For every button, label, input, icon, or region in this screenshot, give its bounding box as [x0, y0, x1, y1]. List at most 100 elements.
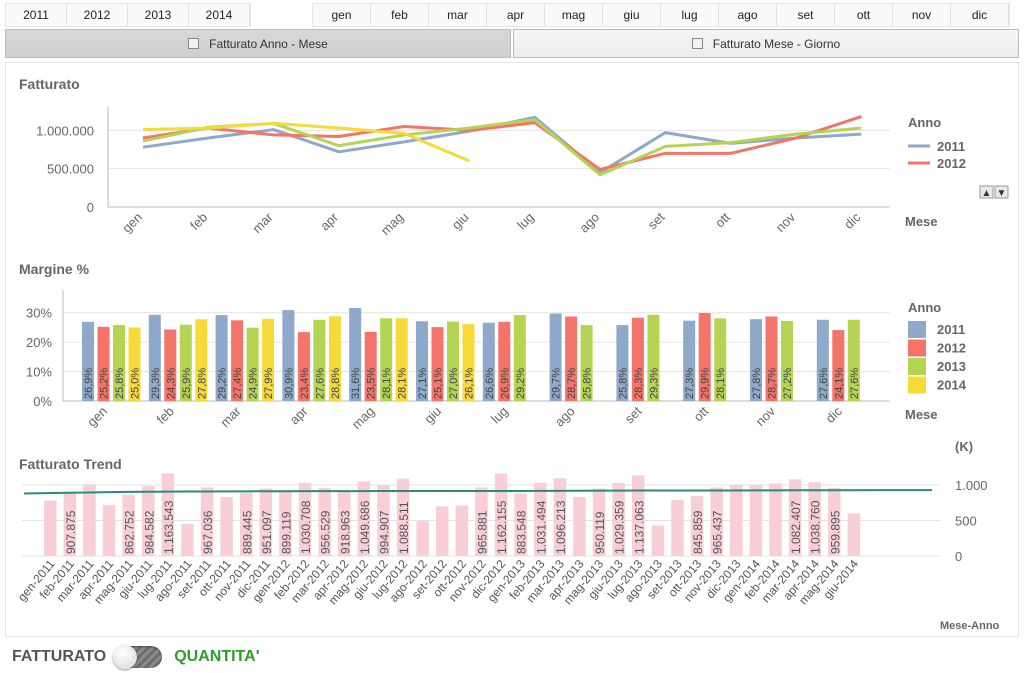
- series-line-2014[interactable]: [142, 121, 471, 163]
- bar-2011-set[interactable]: [616, 325, 629, 401]
- bar-2012-apr[interactable]: [297, 332, 310, 401]
- trend-bar-mar-2014[interactable]: [788, 479, 802, 556]
- measure-toggle-switch[interactable]: [113, 645, 163, 669]
- month-filter-apr[interactable]: apr: [487, 4, 545, 26]
- bar-2014-gen[interactable]: [128, 327, 141, 401]
- month-filter-ago[interactable]: ago: [719, 4, 777, 26]
- trend-bar-feb-2014[interactable]: [769, 483, 782, 556]
- tab-fatturato-mese-giorno[interactable]: Fatturato Mese - Giorno: [513, 29, 1019, 58]
- trend-bar-mag-2013[interactable]: [592, 488, 606, 556]
- legend-scroll-up-button[interactable]: ▲: [979, 185, 994, 199]
- trend-bar-gen-2011[interactable]: [44, 500, 57, 556]
- trend-bar-nov-2013[interactable]: [710, 487, 723, 556]
- bar-2011-ago[interactable]: [549, 313, 562, 401]
- trend-bar-giu-2011[interactable]: [142, 486, 155, 556]
- trend-bar-mag-2014[interactable]: [828, 487, 841, 556]
- bar-2012-dic[interactable]: [832, 330, 845, 401]
- trend-bar-ago-2011[interactable]: [181, 524, 194, 556]
- trend-bar-set-2013[interactable]: [671, 499, 684, 556]
- trend-bar-gen-2012[interactable]: [279, 492, 292, 556]
- trend-bar-giu-2013[interactable]: [612, 482, 625, 556]
- trend-line[interactable]: [23, 489, 933, 495]
- trend-bar-ott-2011[interactable]: [220, 497, 233, 556]
- trend-bar-apr-2012[interactable]: [338, 490, 351, 556]
- bar-2013-dic[interactable]: [847, 319, 860, 401]
- trend-bar-nov-2011[interactable]: [240, 492, 253, 556]
- bar-2013-set[interactable]: [647, 314, 660, 401]
- bar-2012-set[interactable]: [631, 317, 644, 401]
- bar-2012-feb[interactable]: [164, 329, 177, 401]
- bar-2011-feb[interactable]: [148, 314, 161, 401]
- year-filter-2011[interactable]: 2011: [6, 4, 67, 26]
- bar-2013-feb[interactable]: [179, 324, 192, 401]
- month-filter-gen[interactable]: gen: [313, 4, 371, 26]
- month-filter-mag[interactable]: mag: [545, 4, 603, 26]
- trend-bar-dic-2011[interactable]: [259, 488, 273, 556]
- bar-2013-gen[interactable]: [113, 325, 125, 401]
- bar-2013-mag[interactable]: [380, 318, 393, 401]
- trend-bar-ott-2012[interactable]: [455, 505, 469, 556]
- trend-bar-apr-2011[interactable]: [102, 504, 116, 556]
- trend-bar-ago-2013[interactable]: [651, 525, 665, 556]
- year-filter-2014[interactable]: 2014: [189, 4, 250, 26]
- trend-bar-nov-2012[interactable]: [475, 487, 488, 556]
- trend-bar-set-2011[interactable]: [200, 487, 214, 556]
- bar-2012-mag[interactable]: [364, 331, 377, 401]
- bar-2014-giu[interactable]: [462, 324, 475, 401]
- bar-2014-apr[interactable]: [328, 316, 341, 401]
- series-line-2012[interactable]: [142, 115, 862, 171]
- bar-2011-lug[interactable]: [482, 322, 495, 401]
- trend-bar-mag-2011[interactable]: [122, 494, 135, 556]
- trend-bar-lug-2012[interactable]: [396, 478, 410, 556]
- year-filter-2012[interactable]: 2012: [67, 4, 128, 26]
- trend-bar-mar-2012[interactable]: [318, 488, 331, 556]
- trend-bar-giu-2014[interactable]: [847, 513, 861, 556]
- bar-2013-mar[interactable]: [246, 327, 259, 401]
- bar-2011-giu[interactable]: [416, 321, 428, 401]
- trend-bar-apr-2013[interactable]: [573, 497, 586, 556]
- trend-bar-set-2012[interactable]: [436, 506, 449, 556]
- bar-2011-ott[interactable]: [683, 320, 696, 401]
- month-filter-dic[interactable]: dic: [951, 4, 1009, 26]
- trend-bar-dic-2013[interactable]: [730, 485, 743, 556]
- month-filter-mar[interactable]: mar: [429, 4, 487, 26]
- bar-2011-gen[interactable]: [82, 321, 94, 401]
- trend-bar-apr-2014[interactable]: [808, 482, 821, 556]
- bar-2012-nov[interactable]: [765, 316, 778, 401]
- toggle-knob[interactable]: [113, 645, 138, 669]
- month-filter-lug[interactable]: lug: [661, 4, 719, 26]
- bar-2014-mar[interactable]: [262, 318, 275, 401]
- bar-2013-lug[interactable]: [513, 315, 526, 401]
- bar-2011-mag[interactable]: [349, 308, 362, 401]
- tab-fatturato-anno-mese[interactable]: Fatturato Anno - Mese: [5, 29, 511, 58]
- bar-2012-lug[interactable]: [498, 321, 511, 401]
- bar-2013-apr[interactable]: [313, 319, 326, 401]
- trend-bar-giu-2012[interactable]: [377, 485, 390, 556]
- bar-2012-gen[interactable]: [97, 326, 110, 401]
- bar-2014-feb[interactable]: [195, 319, 208, 401]
- bar-2011-mar[interactable]: [215, 315, 228, 401]
- month-filter-feb[interactable]: feb: [371, 4, 429, 26]
- trend-bar-ago-2012[interactable]: [416, 521, 429, 556]
- trend-bar-gen-2013[interactable]: [514, 493, 527, 556]
- month-filter-nov[interactable]: nov: [893, 4, 951, 26]
- trend-bar-feb-2012[interactable]: [298, 482, 312, 556]
- bar-2012-ott[interactable]: [698, 313, 711, 401]
- bar-2013-nov[interactable]: [781, 320, 793, 401]
- trend-bar-mag-2012[interactable]: [357, 481, 371, 556]
- bar-2012-giu[interactable]: [431, 327, 444, 401]
- bar-2012-ago[interactable]: [565, 316, 578, 401]
- trend-bar-gen-2014[interactable]: [749, 485, 763, 556]
- bar-2013-giu[interactable]: [447, 321, 459, 401]
- bar-2011-nov[interactable]: [750, 319, 762, 401]
- trend-bar-mar-2013[interactable]: [553, 478, 567, 556]
- bar-2013-ott[interactable]: [714, 318, 727, 401]
- year-filter-2013[interactable]: 2013: [128, 4, 189, 26]
- bar-2014-mag[interactable]: [395, 318, 408, 401]
- trend-bar-feb-2013[interactable]: [534, 482, 547, 556]
- trend-bar-mar-2011[interactable]: [83, 484, 96, 556]
- bar-2012-mar[interactable]: [231, 320, 244, 401]
- month-filter-set[interactable]: set: [777, 4, 835, 26]
- trend-bar-lug-2013[interactable]: [632, 475, 645, 556]
- bar-2011-apr[interactable]: [282, 310, 295, 401]
